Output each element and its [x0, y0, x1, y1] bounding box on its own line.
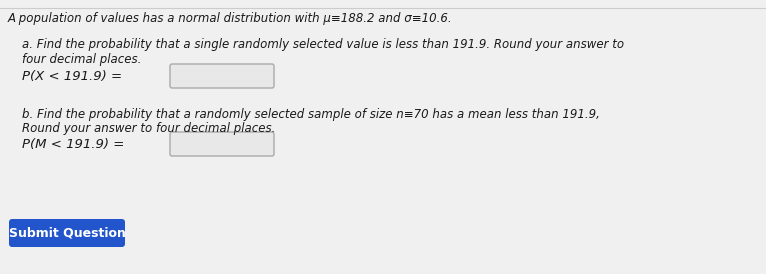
- FancyBboxPatch shape: [170, 64, 274, 88]
- Text: A population of values has a normal distribution with μ≡188.2 and σ≡10.6.: A population of values has a normal dist…: [8, 12, 453, 25]
- Text: P(X < 191.9) =: P(X < 191.9) =: [22, 70, 122, 83]
- Text: Round your answer to four decimal places.: Round your answer to four decimal places…: [22, 122, 275, 135]
- Text: P(M < 191.9) =: P(M < 191.9) =: [22, 138, 124, 151]
- FancyBboxPatch shape: [9, 219, 125, 247]
- Text: four decimal places.: four decimal places.: [22, 53, 142, 66]
- Text: b. Find the probability that a randomly selected sample of size n≡70 has a mean : b. Find the probability that a randomly …: [22, 108, 600, 121]
- Text: a. Find the probability that a single randomly selected value is less than 191.9: a. Find the probability that a single ra…: [22, 38, 624, 51]
- FancyBboxPatch shape: [170, 132, 274, 156]
- Text: Submit Question: Submit Question: [8, 227, 126, 239]
